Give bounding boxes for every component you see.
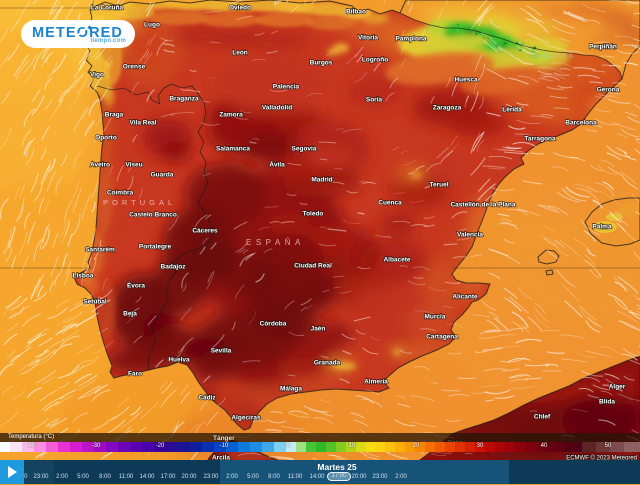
svg-text:Coimbra: Coimbra [107,190,134,197]
svg-text:Sevilla: Sevilla [211,348,232,355]
svg-text:Orense: Orense [123,64,146,71]
svg-text:Portalegre: Portalegre [139,244,172,251]
svg-text:Cartagena: Cartagena [426,334,458,341]
svg-text:Braga: Braga [105,112,124,119]
svg-text:Braganza: Braganza [169,96,199,103]
svg-text:Chlef: Chlef [534,414,551,421]
svg-text:Zaragoza: Zaragoza [433,105,462,112]
svg-text:Perpiñán: Perpiñán [589,44,617,51]
svg-text:Oviedo: Oviedo [229,5,251,12]
svg-text:Jaén: Jaén [311,326,326,333]
svg-text:Murcia: Murcia [425,314,446,321]
svg-text:Lugo: Lugo [144,22,160,29]
svg-text:Castelo Branco: Castelo Branco [129,212,177,219]
svg-text:Setúbal: Setúbal [83,299,107,306]
svg-text:Tarragona: Tarragona [524,136,556,143]
svg-text:Madrid: Madrid [311,177,332,184]
svg-text:Viseu: Viseu [125,162,142,169]
svg-text:Santarém: Santarém [85,247,115,254]
svg-text:Albacete: Albacete [383,257,410,264]
svg-text:Beja: Beja [123,311,137,318]
svg-text:Oporto: Oporto [95,135,117,142]
svg-text:Algeciras: Algeciras [231,415,261,422]
svg-text:Cuenca: Cuenca [378,200,402,207]
svg-text:Guarda: Guarda [151,172,174,179]
svg-text:Valladolid: Valladolid [262,105,292,112]
svg-text:Évora: Évora [127,281,145,290]
svg-text:Córdoba: Córdoba [260,321,287,328]
svg-text:Pamplona: Pamplona [395,36,426,43]
svg-text:Ávila: Ávila [269,160,285,169]
svg-text:Almería: Almería [364,379,388,386]
svg-text:Segovia: Segovia [292,146,317,153]
svg-text:La Coruña: La Coruña [91,5,124,12]
svg-text:Faro: Faro [128,371,142,378]
svg-text:Teruel: Teruel [429,182,448,189]
svg-text:Palencia: Palencia [273,84,300,91]
svg-text:PORTUGAL: PORTUGAL [103,198,176,207]
svg-text:Cádiz: Cádiz [198,395,216,402]
svg-text:Castellón de la Plana: Castellón de la Plana [450,202,515,209]
svg-text:Cáceres: Cáceres [192,228,218,235]
svg-text:Arcila: Arcila [212,455,230,462]
svg-text:Burgos: Burgos [310,60,333,67]
svg-text:Badajoz: Badajoz [161,264,187,271]
svg-text:Vitoria: Vitoria [358,35,378,42]
svg-text:Vigo: Vigo [90,72,104,79]
svg-text:Salamanca: Salamanca [216,146,250,153]
svg-text:ESPAÑA: ESPAÑA [246,238,305,247]
svg-text:Barcelona: Barcelona [565,120,597,127]
svg-text:Alger: Alger [609,384,626,391]
svg-text:Lisboa: Lisboa [73,273,94,280]
svg-text:León: León [232,50,248,57]
svg-text:Huelva: Huelva [168,357,190,364]
svg-text:Blida: Blida [599,399,615,406]
svg-text:Málaga: Málaga [280,386,302,393]
svg-text:Logroño: Logroño [362,57,388,64]
svg-text:Aveiro: Aveiro [90,162,110,169]
svg-text:Ciudad Real: Ciudad Real [294,263,332,270]
svg-text:Huesca: Huesca [454,77,478,84]
svg-text:Palma: Palma [592,224,612,231]
svg-text:Vila Real: Vila Real [130,120,157,127]
svg-text:ECMWF © 2023 Meteored: ECMWF © 2023 Meteored [566,455,637,462]
svg-text:Valencia: Valencia [457,232,483,239]
svg-text:ANDORRA: ANDORRA [531,54,575,60]
svg-text:Alicante: Alicante [452,294,478,301]
svg-text:Soria: Soria [366,97,383,104]
svg-text:Lérida: Lérida [502,107,522,114]
svg-text:Gerona: Gerona [597,87,620,94]
svg-text:Granada: Granada [314,360,341,367]
svg-text:Toledo: Toledo [303,211,324,218]
svg-text:Bilbao: Bilbao [346,9,366,16]
svg-text:Zamora: Zamora [219,112,243,119]
